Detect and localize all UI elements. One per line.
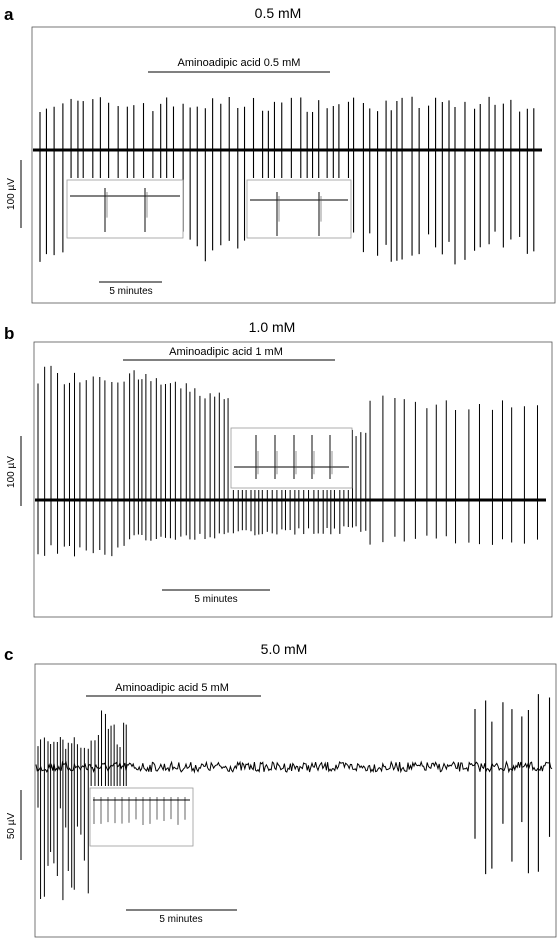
panel-title: 5.0 mM: [261, 641, 308, 657]
inset-frame: [246, 179, 352, 239]
inset-1: [230, 427, 353, 489]
panel-title: 1.0 mM: [249, 319, 296, 335]
panel-frame: [31, 26, 556, 304]
panel-c: c 5.0 mM Aminoadipic acid 5 mM 50 µV 5 m…: [4, 641, 557, 938]
trace-b: [35, 365, 546, 557]
trace-a: [33, 96, 542, 265]
drug-label: Aminoadipic acid 1 mM: [169, 346, 283, 358]
inset-waveform: [234, 435, 349, 479]
inset-frame: [230, 427, 353, 489]
panel-title: 0.5 mM: [255, 5, 302, 21]
trace-noise: [35, 760, 553, 774]
drug-label: Aminoadipic acid 5 mM: [115, 682, 229, 694]
inset-waveform: [250, 192, 348, 236]
drug-label: Aminoadipic acid 0.5 mM: [178, 57, 301, 69]
time-scale-label: 5 minutes: [109, 286, 152, 297]
inset-waveform: [93, 797, 190, 826]
panel-letter: b: [4, 324, 14, 343]
inset-waveform: [70, 188, 180, 232]
inset-frame: [89, 787, 194, 847]
inset-frame: [66, 179, 184, 239]
inset-1: [66, 179, 184, 239]
panel-b: b 1.0 mM Aminoadipic acid 1 mM 100 µV 5 …: [4, 319, 553, 618]
time-scale-label: 5 minutes: [194, 594, 237, 605]
amplitude-scale-label: 100 µV: [6, 456, 17, 488]
inset-2: [246, 179, 352, 239]
panel-frame: [33, 341, 553, 618]
panel-a: a 0.5 mM Aminoadipic acid 0.5 mM 100 µV …: [4, 5, 556, 304]
panel-letter: c: [4, 645, 13, 664]
amplitude-scale-label: 50 µV: [6, 813, 17, 840]
time-scale-label: 5 minutes: [159, 914, 202, 925]
inset-1: [89, 787, 194, 847]
panel-letter: a: [4, 5, 14, 24]
panel-frame: [34, 663, 557, 938]
amplitude-scale-label: 100 µV: [6, 178, 17, 210]
trace-c: [35, 694, 553, 901]
